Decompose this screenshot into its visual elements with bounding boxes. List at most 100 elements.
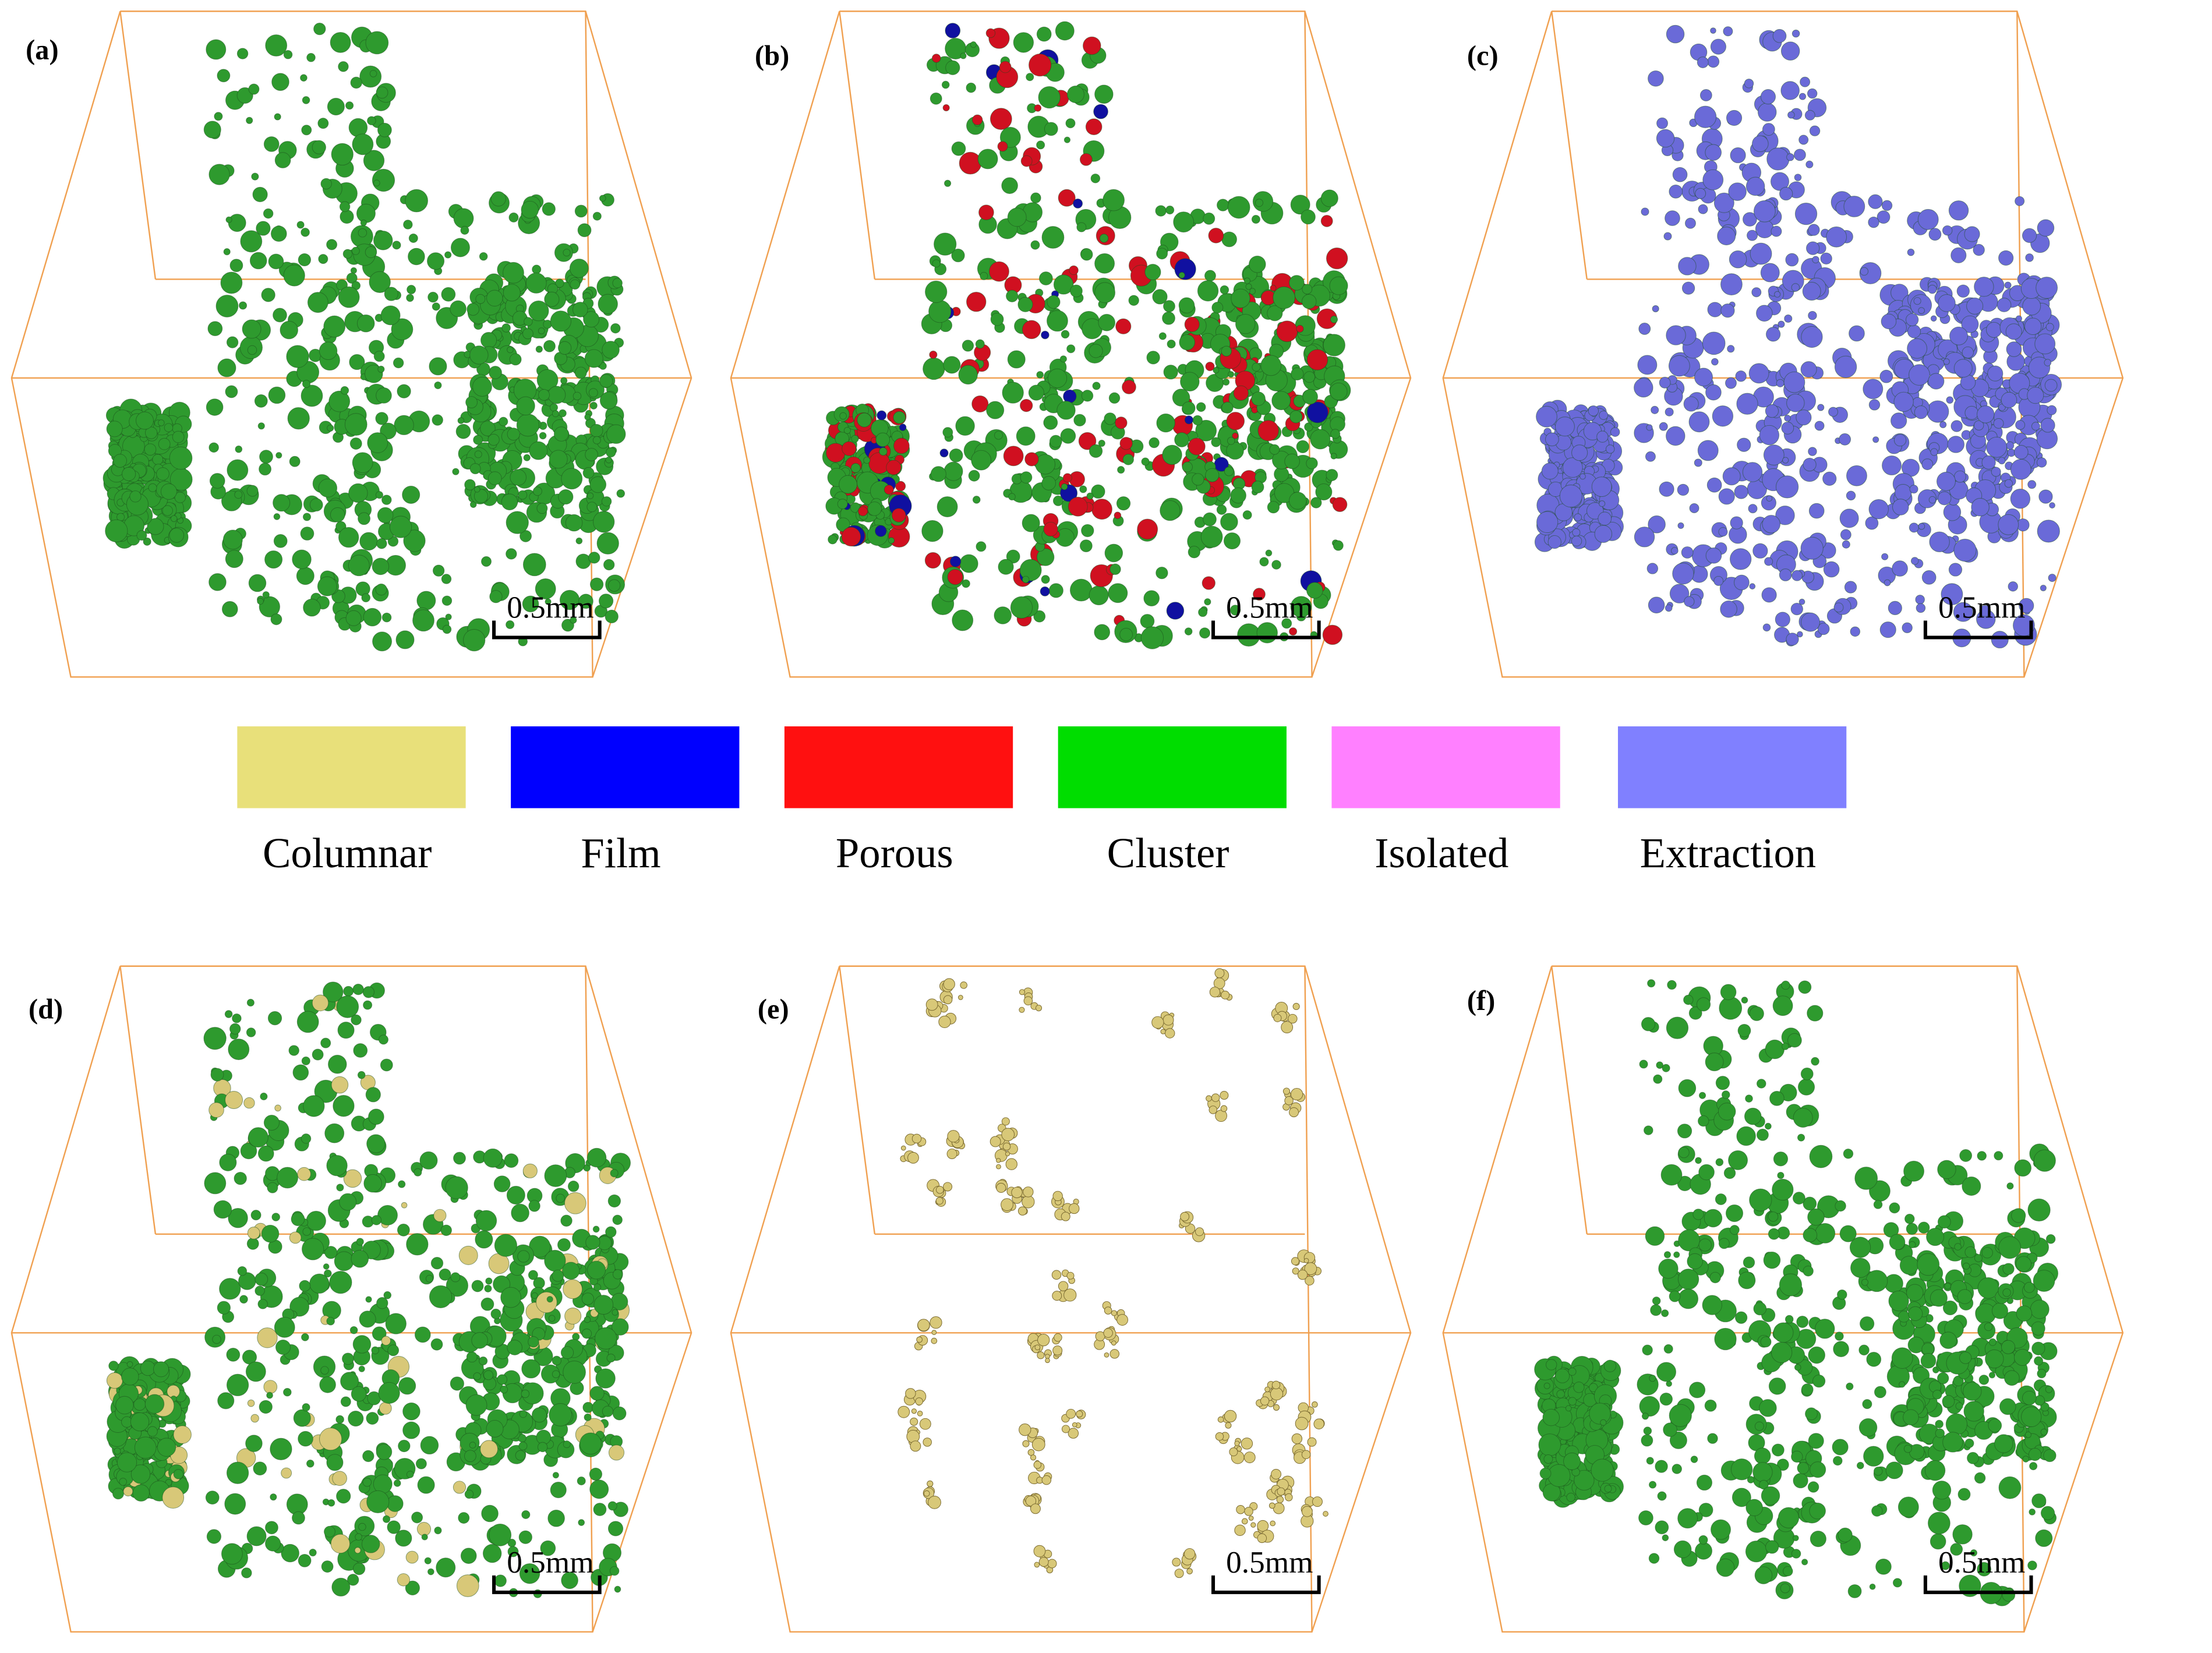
- pore-blob: [574, 204, 588, 218]
- pore-blob: [1953, 359, 1973, 378]
- pore-blob: [340, 386, 349, 395]
- pore-blob: [1641, 1412, 1649, 1420]
- pore-blob: [270, 1493, 277, 1501]
- pore-blob: [1954, 1243, 1962, 1251]
- pore-blob: [2006, 341, 2022, 357]
- pore-blob: [2043, 1449, 2056, 1463]
- pore-blob: [254, 394, 268, 408]
- pore-blob: [1081, 524, 1094, 538]
- pore-blob: [1988, 1372, 1995, 1379]
- pore-blob: [1033, 1545, 1046, 1557]
- pore-blob: [1648, 70, 1664, 87]
- pore-blob: [1823, 561, 1840, 578]
- pore-blob: [209, 473, 225, 489]
- pore-blob: [931, 1330, 937, 1335]
- pore-blob: [248, 83, 260, 95]
- pore-blob: [359, 65, 382, 88]
- pore-blob: [593, 1283, 602, 1291]
- pore-blob: [1200, 525, 1223, 548]
- pore-blob: [1080, 248, 1093, 261]
- pore-blob: [1937, 471, 1956, 491]
- pore-blob: [1128, 295, 1139, 306]
- pore-blob: [336, 1184, 344, 1192]
- pore-blob: [592, 211, 602, 221]
- pore-blob: [381, 612, 392, 623]
- pore-blob: [397, 1223, 410, 1237]
- pore-blob: [955, 416, 975, 436]
- pore-blob: [1565, 1405, 1572, 1412]
- pore-blob: [1663, 232, 1672, 241]
- pore-blob: [463, 628, 486, 652]
- pore-blob: [1156, 248, 1168, 260]
- pore-rendering: [1534, 979, 2058, 1606]
- pore-blob: [1052, 1291, 1062, 1301]
- pore-blob: [203, 121, 221, 139]
- pore-blob: [444, 251, 452, 259]
- pore-blob: [1775, 475, 1799, 499]
- legend-label: Film: [581, 829, 660, 877]
- pore-blob: [1163, 365, 1178, 380]
- pore-blob: [331, 1076, 349, 1094]
- pore-blob: [206, 39, 227, 60]
- pore-blob: [1158, 332, 1167, 340]
- pore-blob: [1962, 1177, 1981, 1196]
- pore-blob: [246, 998, 255, 1006]
- pore-blob: [402, 1421, 421, 1439]
- pore-blob: [1837, 1289, 1847, 1300]
- pore-blob: [2027, 1198, 2051, 1222]
- pore-blob: [1603, 1359, 1617, 1372]
- pore-blob: [1594, 525, 1613, 543]
- pore-blob: [323, 315, 346, 338]
- pore-blob: [1790, 602, 1803, 616]
- pore-blob: [243, 1097, 255, 1109]
- pore-blob: [574, 366, 587, 379]
- pore-blob: [108, 1361, 119, 1371]
- pore-blob: [1745, 1094, 1753, 1103]
- pore-blob: [1807, 1005, 1824, 1022]
- pore-blob: [1646, 424, 1653, 431]
- pore-blob: [1715, 1076, 1730, 1090]
- pore-blob: [1753, 200, 1776, 222]
- pore-blob: [1698, 1238, 1712, 1252]
- pore-blob: [990, 108, 1012, 130]
- pore-blob: [1271, 1380, 1281, 1390]
- pore-blob: [376, 538, 387, 549]
- pore-blob: [471, 1332, 488, 1349]
- pore-blob: [259, 596, 280, 617]
- pore-blob: [1054, 1333, 1062, 1342]
- pore-blob: [1694, 458, 1702, 467]
- pore-blob: [1932, 1390, 1942, 1400]
- scale-bar-label: 0.5mm: [1226, 591, 1313, 625]
- pore-blob: [366, 1412, 379, 1425]
- pore-blob: [1684, 596, 1695, 607]
- pore-blob: [2040, 418, 2055, 433]
- pore-blob: [298, 253, 311, 267]
- pore-blob: [2004, 281, 2012, 289]
- pore-blob: [1230, 487, 1246, 504]
- pore-blob: [547, 1509, 565, 1527]
- pore-blob: [358, 1523, 366, 1531]
- pore-blob: [203, 1027, 227, 1050]
- pore-blob: [1019, 989, 1026, 995]
- pore-blob: [1140, 614, 1155, 628]
- pore-blob: [1109, 563, 1121, 575]
- pore-blob: [589, 1479, 609, 1499]
- pore-blob: [1945, 1413, 1968, 1435]
- pore-blob: [332, 1471, 347, 1486]
- pore-blob: [1785, 1315, 1794, 1324]
- pore-blob: [312, 140, 326, 154]
- pore-blob: [1244, 1507, 1253, 1516]
- pore-blob: [522, 1163, 538, 1178]
- pore-blob: [1757, 103, 1777, 122]
- pore-blob: [937, 496, 958, 517]
- pore-blob: [1801, 1383, 1814, 1396]
- pore-blob: [1772, 995, 1793, 1016]
- pore-blob: [250, 1414, 259, 1423]
- pore-blob: [1807, 88, 1818, 99]
- pore-blob: [943, 995, 953, 1005]
- pore-blob: [331, 1577, 351, 1597]
- pore-blob: [387, 1344, 400, 1357]
- pore-blob: [1166, 602, 1185, 620]
- pore-blob: [1205, 468, 1220, 482]
- pore-blob: [376, 387, 392, 404]
